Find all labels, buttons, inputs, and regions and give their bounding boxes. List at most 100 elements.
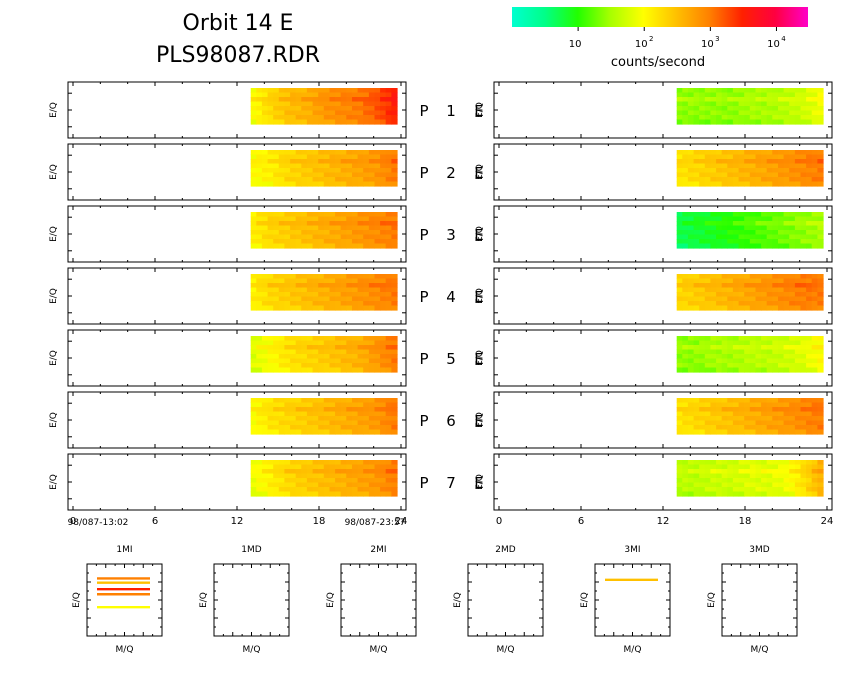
- heat-cell: [340, 221, 347, 227]
- panel-label-number: 2: [446, 164, 456, 182]
- heat-cell: [778, 305, 785, 311]
- heat-cell: [682, 345, 689, 351]
- heat-cell: [721, 345, 728, 351]
- heat-cell: [704, 473, 711, 479]
- heat-cell: [772, 225, 779, 231]
- heat-cell: [687, 411, 695, 417]
- heat-cell: [727, 340, 734, 346]
- heat-cell: [732, 345, 740, 351]
- heat-cell: [738, 416, 745, 422]
- heat-cell: [278, 340, 285, 346]
- heat-cell: [290, 416, 297, 422]
- heat-cell: [385, 115, 392, 121]
- heat-cell: [295, 420, 302, 426]
- heat-cell: [250, 487, 257, 493]
- heat-cell: [284, 340, 291, 346]
- heat-cell: [794, 168, 802, 174]
- heat-cell: [749, 482, 756, 488]
- heat-cell: [385, 212, 392, 218]
- heat-cell: [687, 97, 695, 103]
- heat-cell: [727, 92, 734, 98]
- heat-cell: [682, 292, 689, 298]
- heat-cell: [716, 278, 723, 284]
- heat-cell: [250, 230, 257, 236]
- heat-cell: [738, 296, 745, 302]
- heat-cell: [357, 358, 364, 364]
- heat-cell: [329, 106, 336, 112]
- heat-cell: [738, 159, 745, 165]
- heat-cell: [295, 482, 302, 488]
- heat-cell: [368, 482, 376, 488]
- heat-cell: [704, 469, 711, 475]
- heat-cell: [278, 163, 285, 169]
- heat-cell: [778, 429, 785, 435]
- heat-cell: [783, 420, 790, 426]
- heat-cell: [699, 278, 706, 284]
- heat-cell: [794, 150, 802, 156]
- heat-cell: [385, 274, 392, 280]
- heat-cell: [738, 292, 745, 298]
- heat-cell: [290, 234, 297, 240]
- heat-cell: [721, 340, 728, 346]
- heat-cell: [391, 110, 398, 116]
- heat-cell: [699, 110, 706, 116]
- heat-cell: [783, 460, 790, 466]
- heat-cell: [727, 243, 734, 249]
- heat-cell: [806, 92, 813, 98]
- heat-cell: [380, 363, 387, 369]
- heat-cell: [761, 407, 768, 413]
- heat-cell: [817, 115, 824, 121]
- heat-cell: [380, 429, 387, 435]
- heat-cell: [789, 177, 796, 183]
- heat-cell: [811, 482, 818, 488]
- heat-cell: [783, 106, 790, 112]
- heat-cell: [772, 336, 779, 342]
- heat-cell: [772, 154, 779, 160]
- heat-cell: [761, 221, 768, 227]
- heat-cell: [749, 221, 756, 227]
- heat-cell: [693, 159, 700, 165]
- heat-cell: [766, 221, 773, 227]
- heat-cell: [761, 491, 768, 497]
- heat-cell: [682, 283, 689, 289]
- heat-cell: [385, 425, 392, 431]
- heat-cell: [811, 159, 818, 165]
- heat-cell: [811, 287, 818, 293]
- heat-cell: [335, 305, 342, 311]
- heat-cell: [290, 460, 297, 466]
- heat-cell: [783, 163, 790, 169]
- heat-cell: [806, 305, 813, 311]
- heat-cell: [357, 491, 364, 497]
- heat-cell: [749, 225, 756, 231]
- heat-cell: [273, 292, 280, 298]
- heat-cell: [391, 230, 398, 236]
- heat-cell: [716, 172, 723, 178]
- heat-cell: [380, 345, 387, 351]
- heat-cell: [312, 416, 319, 422]
- heat-cell: [761, 411, 768, 417]
- panel-right-1: E/Q: [475, 81, 833, 139]
- heat-cell: [267, 411, 274, 417]
- heat-cell: [306, 340, 314, 346]
- heat-cell: [755, 115, 762, 121]
- heat-cell: [323, 425, 330, 431]
- mass-panel-frame: [86, 563, 163, 637]
- heat-cell: [306, 487, 314, 493]
- heat-cell: [676, 349, 683, 355]
- heat-cell: [256, 367, 263, 373]
- heat-cell: [284, 425, 291, 431]
- heat-cell: [368, 212, 376, 218]
- heat-cell: [335, 473, 342, 479]
- heat-cell: [755, 216, 762, 222]
- heat-cell: [806, 181, 813, 187]
- heat-cell: [811, 407, 818, 413]
- heat-cell: [766, 88, 773, 94]
- heat-cell: [693, 482, 700, 488]
- heat-cell: [250, 411, 257, 417]
- heat-cell: [335, 407, 342, 413]
- heat-cell: [778, 230, 785, 236]
- heat-cell: [323, 478, 330, 484]
- heat-cell: [710, 110, 717, 116]
- heat-cell: [710, 243, 717, 249]
- heat-cell: [744, 225, 751, 231]
